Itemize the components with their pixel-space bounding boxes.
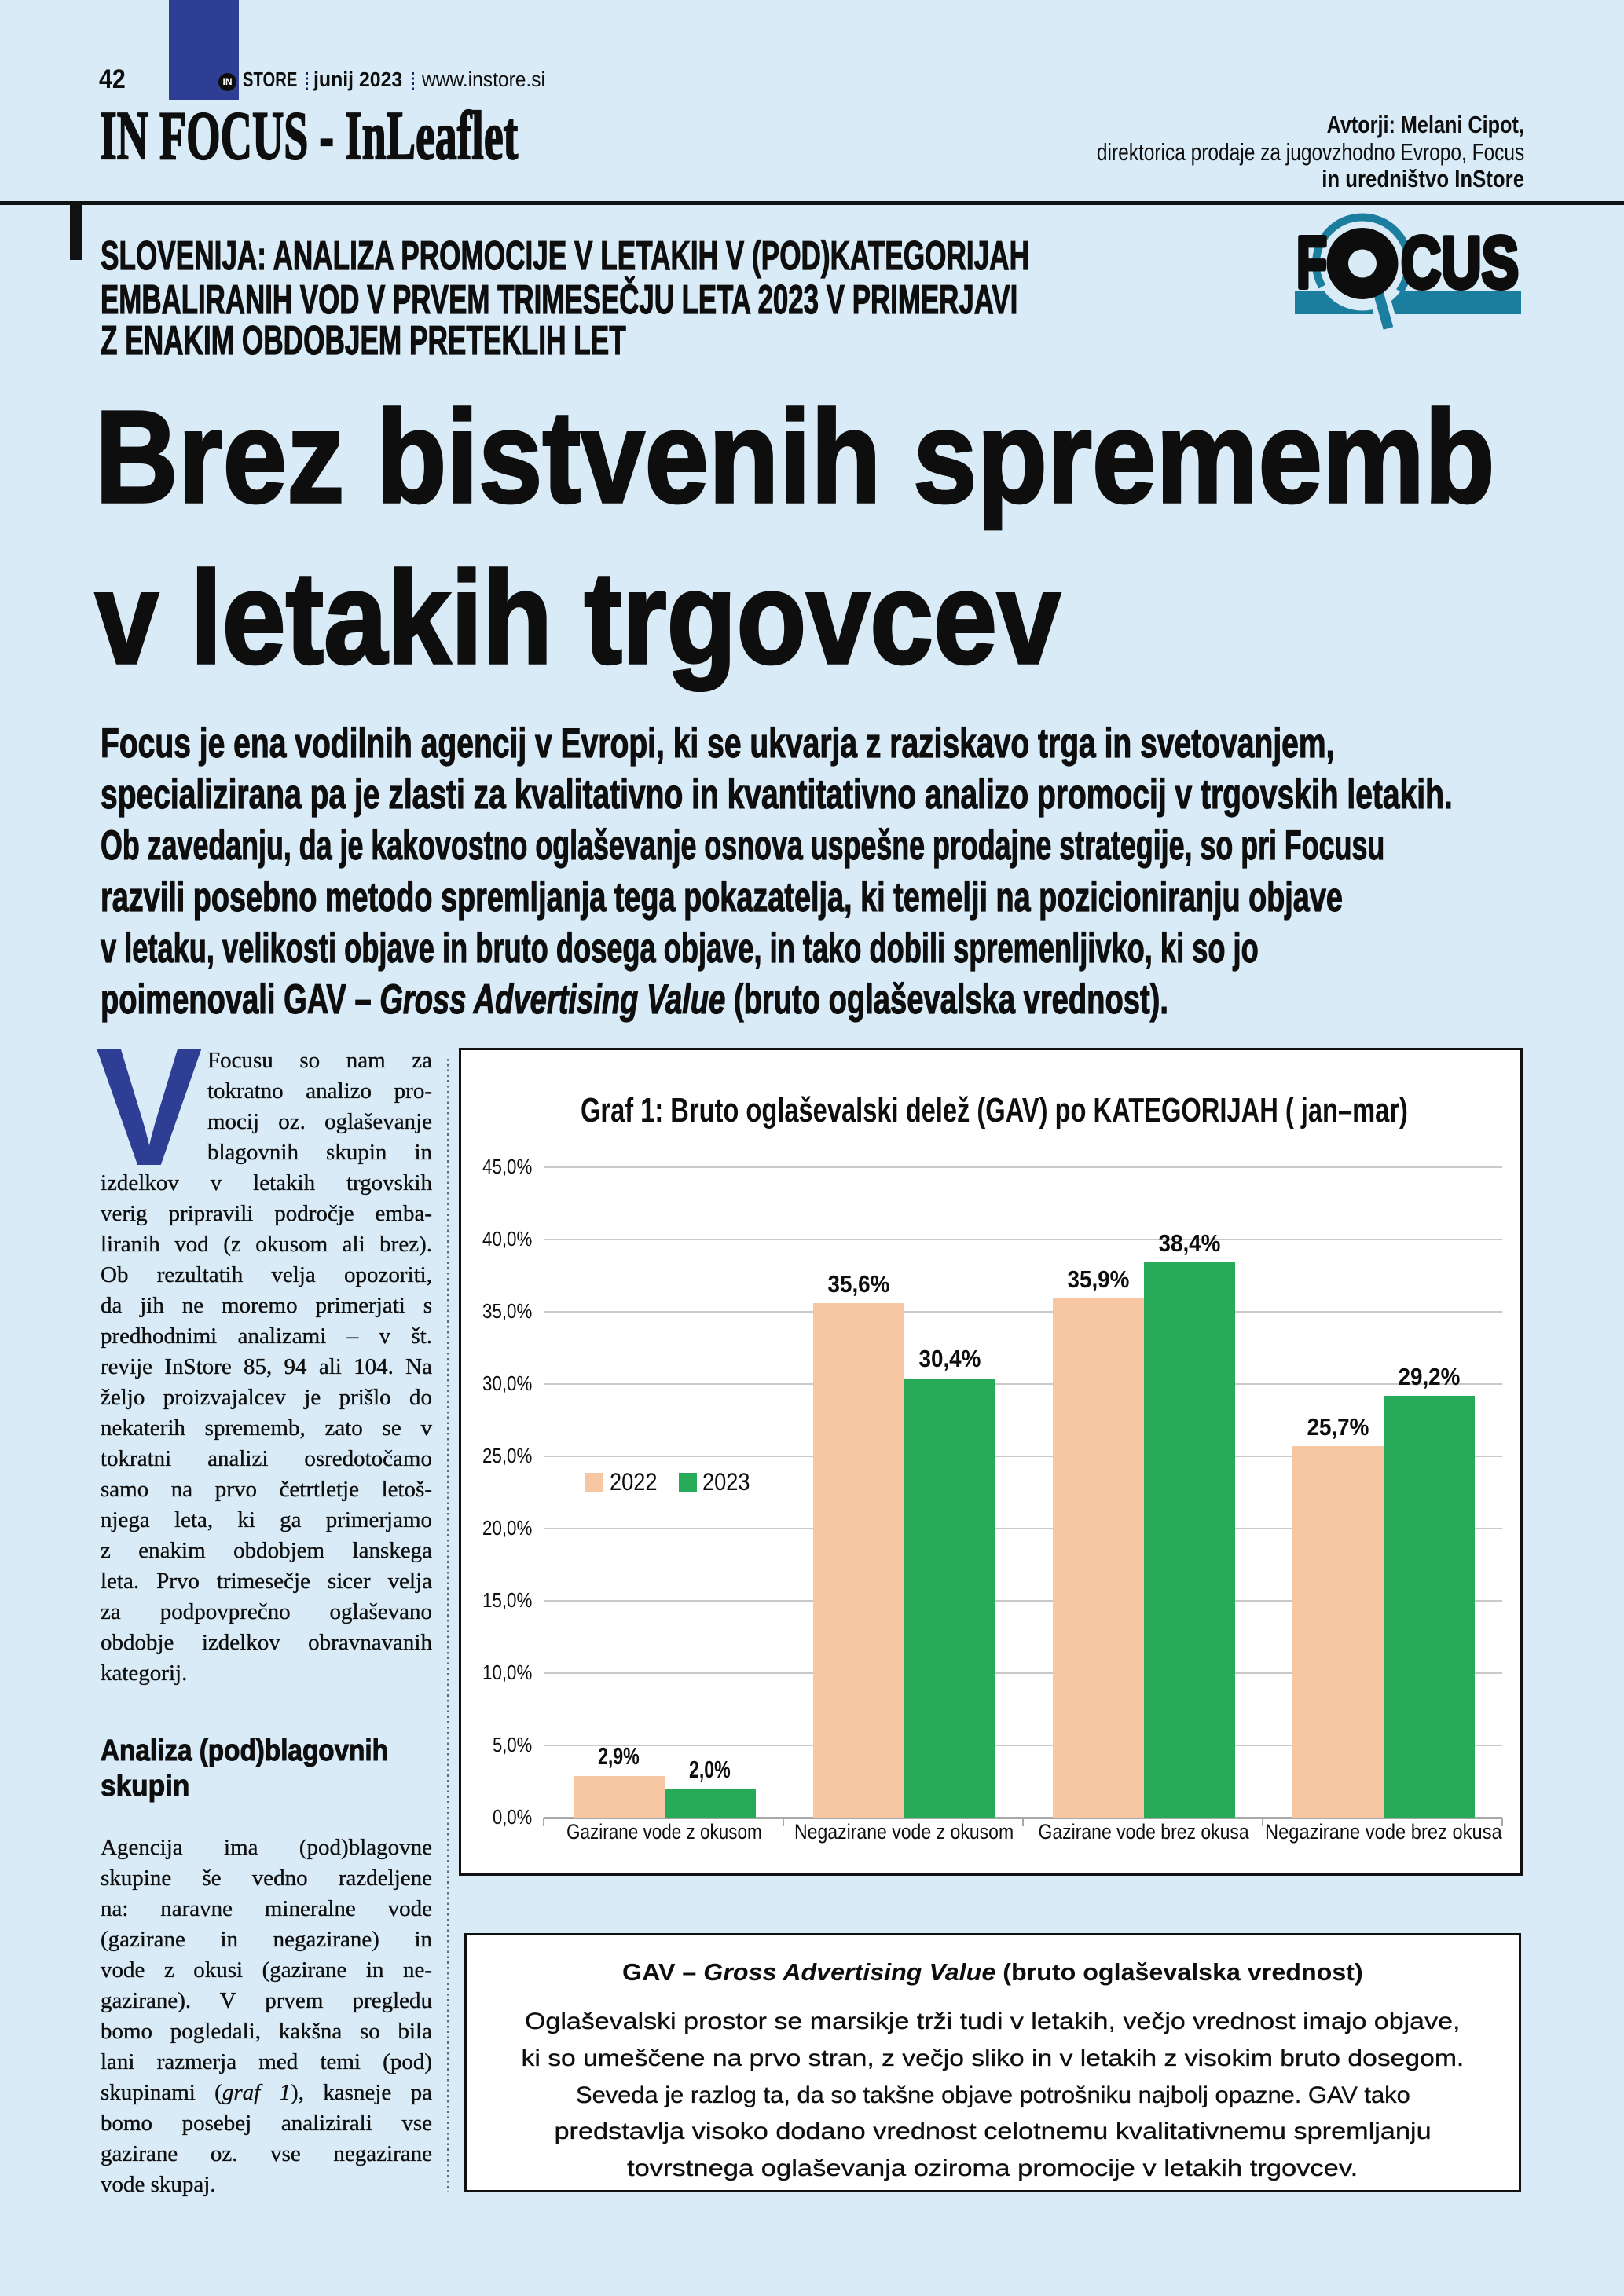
svg-text:F: F (1296, 222, 1327, 303)
svg-text:CUS: CUS (1401, 222, 1519, 303)
